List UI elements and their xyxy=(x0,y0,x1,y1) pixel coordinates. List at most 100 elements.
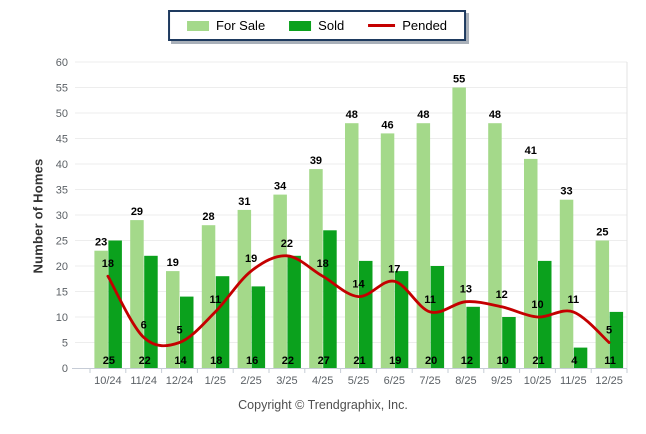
sold-value-label: 18 xyxy=(210,355,222,367)
pended-value-label: 18 xyxy=(102,258,114,270)
y-tick-label: 50 xyxy=(56,108,68,120)
for-sale-bar xyxy=(452,87,466,368)
pended-value-label: 5 xyxy=(606,325,612,337)
for-sale-value-label: 55 xyxy=(453,74,465,86)
bars xyxy=(94,87,624,368)
x-tick-label: 11/25 xyxy=(560,375,587,387)
y-tick-label: 10 xyxy=(56,312,68,324)
sold-bar xyxy=(251,286,266,368)
sold-value-label: 19 xyxy=(389,355,401,367)
copyright: Copyright © Trendgraphix, Inc. xyxy=(238,398,408,412)
pended-value-label: 11 xyxy=(209,294,221,306)
x-tick-label: 11/24 xyxy=(130,375,157,387)
y-tick-label: 30 xyxy=(56,210,68,222)
y-axis-title: Number of Homes xyxy=(30,158,46,274)
y-tick-label: 35 xyxy=(56,185,68,197)
sold-value-label: 10 xyxy=(497,355,509,367)
for-sale-bar xyxy=(130,220,144,368)
for-sale-value-label: 48 xyxy=(417,109,429,121)
for-sale-bar xyxy=(488,123,502,368)
for-sale-bar xyxy=(201,225,216,368)
for-sale-value-label: 39 xyxy=(310,155,322,167)
sold-value-label: 16 xyxy=(246,355,258,367)
sold-value-label: 21 xyxy=(532,355,544,367)
for-sale-value-label: 19 xyxy=(167,257,179,269)
sold-bar xyxy=(538,260,552,368)
legend: For Sale Sold Pended xyxy=(168,10,467,41)
sold-bar xyxy=(359,260,373,368)
for-sale-bar xyxy=(345,123,359,368)
for-sale-bar xyxy=(524,158,538,368)
pended-value-label: 6 xyxy=(141,319,147,331)
x-tick-label: 3/25 xyxy=(276,375,297,387)
for-sale-bar xyxy=(309,169,323,368)
sold-value-label: 4 xyxy=(571,355,578,367)
sold-value-label: 22 xyxy=(282,355,294,367)
sold-value-label: 21 xyxy=(353,355,365,367)
legend-label-pended: Pended xyxy=(402,18,448,33)
pended-value-label: 14 xyxy=(352,279,365,291)
legend-label-sold: Sold xyxy=(318,18,345,33)
pended-value-label: 13 xyxy=(460,284,472,296)
for-sale-bar xyxy=(559,199,574,368)
y-tick-label: 20 xyxy=(56,261,68,273)
sold-value-label: 27 xyxy=(318,355,330,367)
sold-swatch-icon xyxy=(289,20,312,31)
legend-item-for-sale: For Sale xyxy=(187,18,265,33)
pended-value-label: 11 xyxy=(567,294,579,306)
pended-value-label: 5 xyxy=(176,325,182,337)
for-sale-value-label: 41 xyxy=(525,145,537,157)
pended-value-label: 11 xyxy=(424,294,436,306)
sold-bar xyxy=(573,347,588,368)
for-sale-value-label: 23 xyxy=(95,237,107,249)
x-tick-label: 10/25 xyxy=(524,375,552,387)
for-sale-value-label: 31 xyxy=(238,196,250,208)
y-tick-label: 60 xyxy=(56,57,68,69)
for-sale-value-label: 34 xyxy=(274,181,287,193)
pended-value-label: 17 xyxy=(388,263,400,275)
pended-value-label: 18 xyxy=(317,258,329,270)
x-tick-label: 9/25 xyxy=(491,375,512,387)
pended-line-swatch-icon xyxy=(368,24,396,27)
sold-bar xyxy=(609,311,624,368)
pended-value-label: 12 xyxy=(496,289,508,301)
for-sale-bar xyxy=(94,250,108,368)
sold-value-label: 22 xyxy=(139,355,151,367)
x-tick-label: 1/25 xyxy=(205,375,226,387)
sold-value-label: 12 xyxy=(461,355,473,367)
sold-bar xyxy=(466,306,480,368)
x-tick-label: 4/25 xyxy=(312,375,333,387)
y-tick-label: 5 xyxy=(62,338,68,350)
sold-value-label: 11 xyxy=(604,355,616,367)
sold-bar xyxy=(430,266,445,368)
pended-value-label: 19 xyxy=(245,253,257,265)
pended-value-label: 10 xyxy=(531,299,543,311)
y-tick-label: 15 xyxy=(56,287,68,299)
for-sale-value-label: 29 xyxy=(131,206,143,218)
y-tick-label: 55 xyxy=(56,83,68,95)
for-sale-bar xyxy=(237,209,252,368)
for-sale-value-label: 48 xyxy=(346,109,358,121)
for-sale-bar xyxy=(595,240,610,368)
sold-value-label: 20 xyxy=(425,355,437,367)
x-tick-label: 5/25 xyxy=(348,375,369,387)
legend-item-sold: Sold xyxy=(289,18,344,33)
sold-bar xyxy=(287,255,301,368)
legend-label-for-sale: For Sale xyxy=(216,18,266,33)
for-sale-value-label: 46 xyxy=(381,119,393,131)
x-tick-label: 6/25 xyxy=(384,375,405,387)
for-sale-bar xyxy=(166,271,180,368)
for-sale-value-label: 33 xyxy=(560,186,572,198)
sold-value-label: 14 xyxy=(174,355,187,367)
y-tick-label: 40 xyxy=(56,159,68,171)
legend-item-pended: Pended xyxy=(368,18,447,33)
pended-value-label: 22 xyxy=(281,238,293,250)
y-tick-label: 45 xyxy=(56,134,68,146)
x-tick-label: 12/24 xyxy=(166,375,194,387)
x-tick-label: 12/25 xyxy=(595,375,623,387)
pended-line xyxy=(106,254,611,348)
x-tick-label: 7/25 xyxy=(419,375,440,387)
sold-bar xyxy=(323,230,337,368)
for-sale-bar xyxy=(380,133,395,368)
